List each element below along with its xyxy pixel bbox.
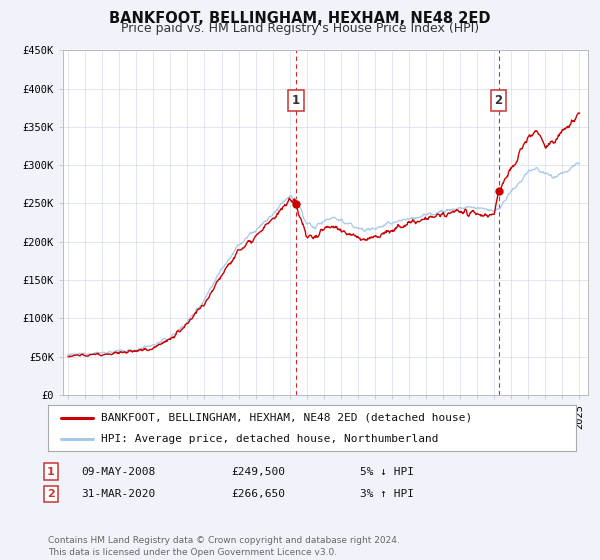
Text: BANKFOOT, BELLINGHAM, HEXHAM, NE48 2ED (detached house): BANKFOOT, BELLINGHAM, HEXHAM, NE48 2ED (… (101, 413, 472, 423)
Text: 1: 1 (47, 466, 55, 477)
Text: 5% ↓ HPI: 5% ↓ HPI (360, 466, 414, 477)
Text: £266,650: £266,650 (231, 489, 285, 499)
Text: 2: 2 (494, 94, 503, 107)
Text: 31-MAR-2020: 31-MAR-2020 (81, 489, 155, 499)
Text: Price paid vs. HM Land Registry's House Price Index (HPI): Price paid vs. HM Land Registry's House … (121, 22, 479, 35)
Text: HPI: Average price, detached house, Northumberland: HPI: Average price, detached house, Nort… (101, 435, 438, 444)
Text: 3% ↑ HPI: 3% ↑ HPI (360, 489, 414, 499)
Text: Contains HM Land Registry data © Crown copyright and database right 2024.
This d: Contains HM Land Registry data © Crown c… (48, 536, 400, 557)
Text: £249,500: £249,500 (231, 466, 285, 477)
Text: 1: 1 (292, 94, 300, 107)
Text: 09-MAY-2008: 09-MAY-2008 (81, 466, 155, 477)
Text: BANKFOOT, BELLINGHAM, HEXHAM, NE48 2ED: BANKFOOT, BELLINGHAM, HEXHAM, NE48 2ED (109, 11, 491, 26)
Text: 2: 2 (47, 489, 55, 499)
